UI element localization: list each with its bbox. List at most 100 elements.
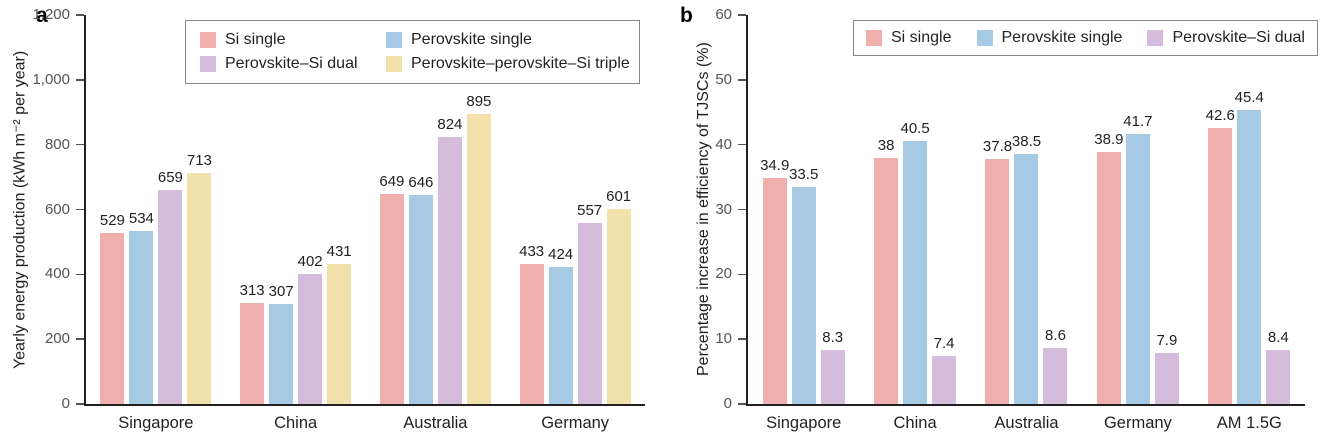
bar: 38 (874, 137, 899, 404)
bar-value-label: 557 (577, 202, 603, 220)
y-tick-label: 1,000 (32, 70, 70, 88)
y-tick-label: 50 (715, 70, 732, 88)
bar: 659 (158, 169, 183, 404)
legend-item: Si single (866, 29, 951, 47)
y-tick-mark (738, 273, 746, 276)
panel-label-a: a (36, 4, 48, 27)
x-category-label: Australia (994, 414, 1059, 432)
bar-value-label: 433 (519, 242, 545, 260)
y-tick-mark (76, 143, 84, 146)
y-tick-label: 600 (44, 200, 70, 218)
x-category-label: Singapore (766, 414, 842, 432)
bar: 433 (519, 243, 544, 404)
bar-value-label: 307 (268, 283, 294, 301)
bar-group-germany: 38.9 41.7 7.9 (1082, 15, 1193, 404)
y-axis-line (84, 15, 86, 406)
y-tick-label: 20 (715, 265, 732, 283)
legend-swatch (1147, 30, 1164, 46)
legend-item: Perovskite–perovskite–Si triple (386, 55, 630, 73)
bar-group-singapore: 529 534 659 713 (86, 15, 226, 404)
bar-value-label: 713 (186, 151, 212, 169)
legend-label: Perovskite–perovskite–Si triple (411, 55, 630, 72)
x-category-label: Germany (1103, 414, 1172, 432)
panel-label-b: b (680, 4, 693, 27)
bar-group-australia: 649 646 824 895 (366, 15, 506, 404)
y-tick-mark (76, 338, 84, 340)
legend-label: Perovskite single (411, 31, 532, 48)
y-tick-mark (738, 79, 746, 81)
bar-value-label: 37.8 (982, 137, 1013, 155)
bar-group-china: 38 40.5 7.4 (859, 15, 970, 404)
y-tick-label: 400 (44, 265, 70, 283)
bar-value-label: 529 (99, 211, 125, 229)
y-tick-label: 1,200 (32, 6, 70, 23)
bar: 38.9 (1094, 131, 1123, 404)
legend-a: Si single Perovskite single Perovskite–Si … (185, 20, 640, 84)
y-tick-mark (76, 403, 84, 405)
legend-label: Perovskite–Si dual (1172, 29, 1305, 46)
x-axis-line (746, 404, 1305, 406)
y-tick-label: 30 (715, 200, 732, 218)
bar-value-label: 38.5 (1011, 133, 1042, 151)
bar: 34.9 (760, 157, 789, 404)
bar: 646 (408, 174, 433, 404)
y-tick-label: 0 (61, 395, 70, 412)
bar-group-china: 313 307 402 431 (226, 15, 366, 404)
legend-item: Perovskite single (976, 29, 1123, 47)
x-category-label: Singapore (118, 414, 194, 432)
legend-item: Si single (200, 31, 386, 49)
bar-value-label: 601 (606, 188, 632, 206)
bar: 557 (577, 202, 602, 404)
bar: 37.8 (983, 138, 1012, 404)
bar-value-label: 424 (548, 245, 574, 263)
bar-value-label: 7.9 (1156, 331, 1178, 349)
bar-value-label: 38 (877, 136, 895, 154)
bar-value-label: 38.9 (1094, 130, 1124, 148)
bar: 534 (129, 210, 154, 404)
bar-value-label: 824 (437, 115, 463, 133)
bar: 45.4 (1235, 89, 1264, 404)
y-tick-label: 0 (723, 395, 732, 412)
x-category-label: AM 1.5G (1216, 414, 1282, 432)
bar-value-label: 42.6 (1205, 106, 1235, 124)
bar: 313 (240, 282, 265, 404)
bar: 8.3 (820, 329, 845, 404)
legend-swatch (386, 56, 402, 72)
legend-b: Si single Perovskite single Perovskite–Si … (853, 20, 1318, 56)
x-axis-line (84, 404, 645, 406)
legend-swatch (866, 30, 882, 46)
legend-swatch (976, 30, 993, 46)
bar-group-australia: 37.8 38.5 8.6 (971, 15, 1082, 404)
bar-value-label: 41.7 (1123, 112, 1153, 130)
y-tick-mark (738, 208, 746, 211)
bar: 824 (437, 116, 462, 404)
bar-value-label: 646 (408, 173, 434, 191)
plot-area-a: 0 200 400 600 800 1,000 1,200 529 534 659 713 Singa… (32, 6, 645, 432)
bar: 33.5 (789, 166, 818, 404)
bar: 8.6 (1043, 327, 1068, 404)
bar: 895 (466, 93, 491, 404)
bar: 649 (379, 173, 404, 404)
y-tick-mark (738, 14, 746, 16)
bar-value-label: 313 (239, 281, 265, 299)
bar: 42.6 (1206, 107, 1235, 404)
bar-value-label: 659 (157, 169, 183, 187)
bar-group-am-1-5g: 42.6 45.4 8.4 (1194, 15, 1305, 404)
bar: 41.7 (1123, 113, 1152, 404)
bar-group-germany: 433 424 557 601 (505, 15, 645, 404)
bar: 307 (269, 283, 294, 404)
bar-value-label: 33.5 (789, 165, 819, 183)
legend-label: Si single (225, 31, 286, 48)
legend-label: Perovskite–Si dual (225, 55, 358, 72)
y-tick-mark (76, 14, 84, 16)
legend-label: Perovskite single (1001, 29, 1123, 46)
y-tick-label: 200 (44, 330, 70, 348)
bar-value-label: 402 (297, 252, 323, 270)
y-tick-mark (738, 143, 746, 146)
bar: 7.4 (932, 335, 957, 404)
bar-value-label: 895 (466, 92, 492, 110)
bar-value-label: 34.9 (760, 156, 790, 174)
legend-swatch (200, 56, 216, 72)
y-tick-label: 800 (44, 135, 70, 153)
